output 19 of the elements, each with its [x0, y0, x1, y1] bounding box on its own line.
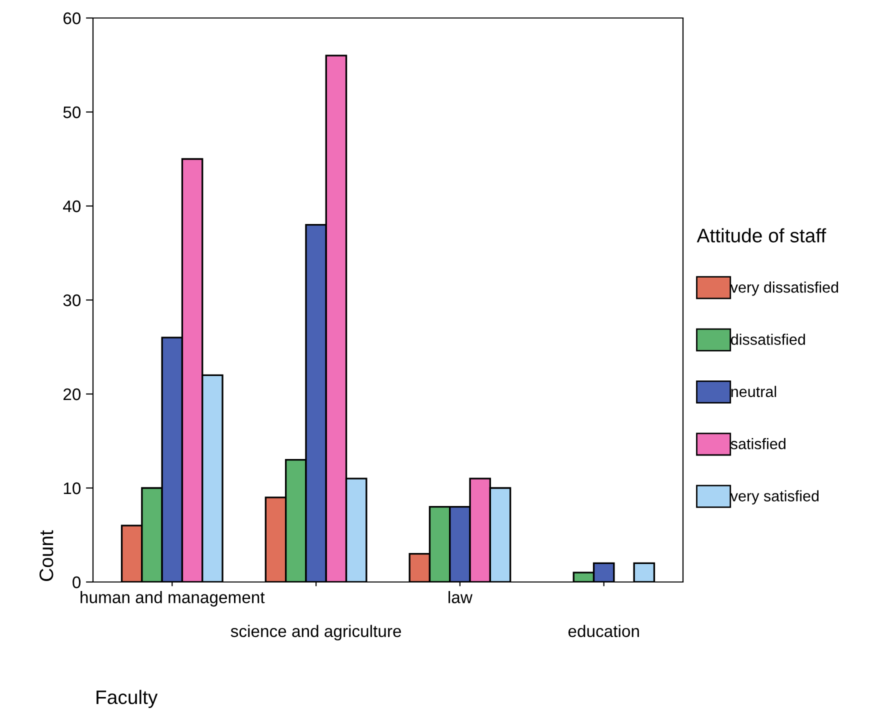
- x-tick-label: human and management: [80, 591, 265, 607]
- y-tick-label: 30: [63, 294, 81, 306]
- x-axis-title: Faculty: [96, 690, 158, 708]
- y-tick-label: 20: [63, 388, 81, 400]
- x-tick-label: law: [448, 591, 472, 604]
- y-tick-label: 10: [64, 482, 81, 494]
- legend-label: very dissatisfied: [730, 282, 838, 296]
- y-tick-label: 50: [63, 106, 81, 118]
- x-tick-label: science and agriculture: [230, 624, 402, 640]
- legend-label: neutral: [731, 386, 776, 398]
- y-tick-label: 40: [63, 200, 81, 212]
- y-axis-title: Count: [39, 530, 54, 582]
- y-tick-label: 0: [72, 576, 81, 588]
- legend-label: satisfied: [730, 438, 786, 450]
- legend-label: very satisfied: [730, 490, 819, 504]
- legend-label: dissatisfied: [731, 334, 805, 345]
- x-tick-label: education: [568, 624, 639, 638]
- y-tick-label: 60: [64, 12, 81, 24]
- legend-title: Attitude of staff: [696, 228, 826, 242]
